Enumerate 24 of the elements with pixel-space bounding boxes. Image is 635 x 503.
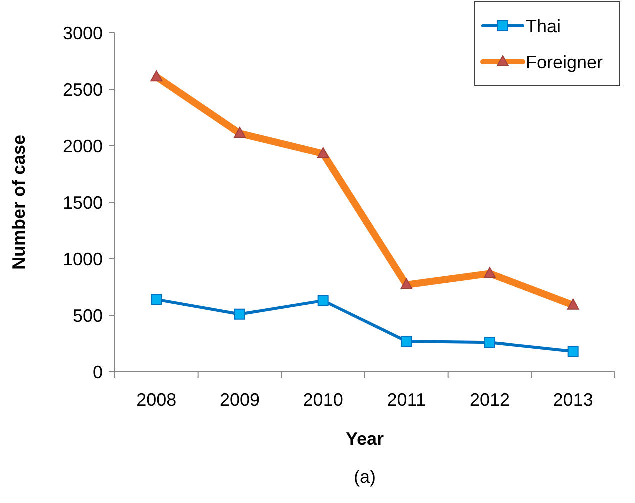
y-tick-label: 2500 <box>62 80 103 100</box>
point <box>318 295 329 306</box>
y-tick-label: 1500 <box>62 192 103 213</box>
y-tick-label: 2000 <box>62 136 103 156</box>
text: (a) <box>354 467 376 487</box>
x-tick-label: 2011 <box>387 390 426 410</box>
y-tick-label: 500 <box>72 306 103 326</box>
x-tick-label: 2013 <box>553 390 594 410</box>
x-tick-label: 2008 <box>136 390 177 410</box>
y-tick-label: 3000 <box>62 23 103 44</box>
point <box>568 346 579 358</box>
point <box>401 336 412 347</box>
y-tick-label: 0 <box>92 362 103 382</box>
x-tick-label: 2012 <box>470 390 510 410</box>
legend-label: Thai <box>526 16 562 36</box>
point <box>484 337 496 348</box>
y-tick-label: 1000 <box>62 249 103 270</box>
y-axis-title: Number of case <box>9 134 29 270</box>
legend-label: Foreigner <box>526 52 604 72</box>
x-tick-label: 2010 <box>303 390 344 410</box>
x-tick-label: 2009 <box>220 390 260 410</box>
point <box>151 294 162 306</box>
x-axis-title: Year <box>346 429 384 449</box>
point <box>234 308 246 320</box>
